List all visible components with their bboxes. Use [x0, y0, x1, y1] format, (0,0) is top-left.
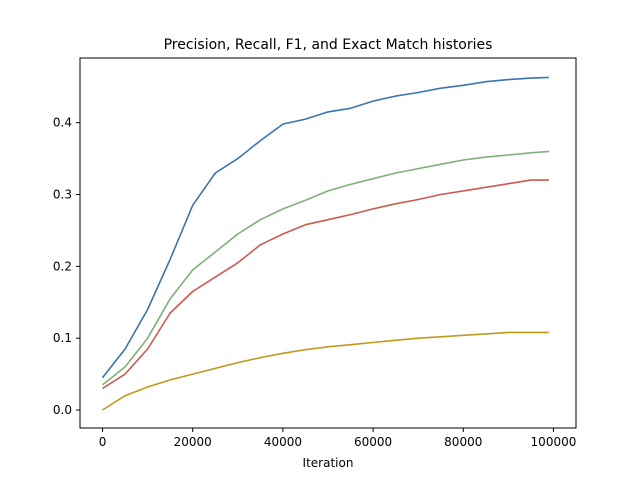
series-line-4	[102, 331, 549, 411]
x-tick-label: 40000	[264, 435, 302, 449]
y-tick-label: 0.3	[53, 188, 72, 202]
y-tick-label: 0.0	[53, 403, 72, 417]
y-tick-label: 0.4	[53, 116, 72, 130]
x-tick-label: 20000	[174, 435, 212, 449]
x-tick-label: 100000	[531, 435, 577, 449]
y-tick-label: 0.1	[53, 331, 72, 345]
y-axis: 0.0 0.1 0.2 0.3 0.4	[53, 116, 80, 417]
series-line-1	[101, 76, 549, 379]
series-line-2	[102, 150, 549, 386]
x-axis-label: Iteration	[303, 456, 354, 470]
chart-title: Precision, Recall, F1, and Exact Match h…	[164, 37, 493, 53]
series-line-3	[102, 179, 549, 390]
series-layer	[101, 76, 549, 411]
x-tick-label: 0	[99, 435, 107, 449]
y-tick-label: 0.2	[53, 259, 72, 273]
plot-area	[79, 57, 577, 429]
x-tick-label: 80000	[444, 435, 482, 449]
x-tick-label: 60000	[354, 435, 392, 449]
x-axis: 0 20000 40000 60000 80000 100000	[99, 428, 577, 449]
